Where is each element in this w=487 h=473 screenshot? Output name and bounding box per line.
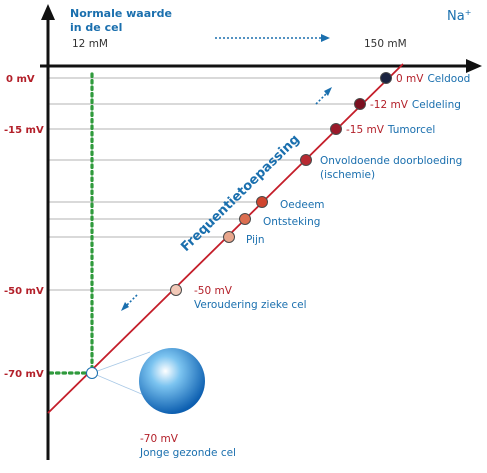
axes [40, 4, 482, 460]
label-oedeem: Oedeem [280, 199, 325, 211]
label-celdeling: -12 mV Celdeling [370, 99, 461, 111]
axis-label-50mv: -50 mV [4, 286, 44, 297]
point-tumorcel [330, 123, 342, 135]
green-guides [48, 72, 94, 375]
point-celdeling [354, 98, 366, 110]
label-ontsteking: Ontsteking [263, 216, 320, 228]
label-veroudering-mv: -50 mV [194, 285, 233, 297]
normal-value-amount: 12 mM [72, 38, 108, 50]
outside-value-amount: 150 mM [364, 38, 407, 50]
x-axis-arrowhead [466, 59, 482, 73]
label-ischemie-line2: (ischemie) [320, 169, 375, 181]
point-labels: 0 mV Celdood -12 mV Celdeling -15 mV Tumorc… [139, 73, 470, 459]
concentration-arrow [215, 34, 330, 42]
label-pijn: Pijn [246, 234, 265, 246]
state-points [86, 72, 392, 379]
point-ischemie [300, 154, 312, 166]
label-veroudering: Veroudering zieke cel [194, 299, 307, 311]
frequency-caption: Frequentietoepassing [178, 132, 303, 255]
normal-value-title: Normale waarde [70, 7, 172, 20]
label-celdood: 0 mV Celdood [396, 73, 470, 85]
grid-lines [48, 77, 384, 291]
healthy-cell-sphere [139, 348, 205, 414]
label-gezonde: Jonge gezonde cel [139, 447, 236, 459]
up-arrow [315, 87, 332, 105]
point-veroudering [170, 284, 182, 296]
axis-label-15mv: -15 mV [4, 125, 44, 136]
point-gezonde-cel [86, 367, 98, 379]
ion-label: Na+ [447, 8, 471, 24]
point-pijn [223, 231, 235, 243]
down-arrow [121, 294, 138, 311]
y-axis-arrowhead [41, 4, 55, 20]
axis-label-70mv: -70 mV [4, 369, 44, 380]
point-oedeem [256, 196, 268, 208]
axis-label-0mv: 0 mV [6, 74, 35, 85]
normal-value-subtitle: in de cel [70, 21, 122, 34]
label-tumorcel: -15 mV Tumorcel [346, 124, 435, 136]
point-ontsteking [239, 213, 251, 225]
label-ischemie-line1: Onvoldoende doorbloeding [320, 155, 462, 167]
point-celdood [380, 72, 392, 84]
label-gezonde-mv: -70 mV [140, 433, 179, 445]
